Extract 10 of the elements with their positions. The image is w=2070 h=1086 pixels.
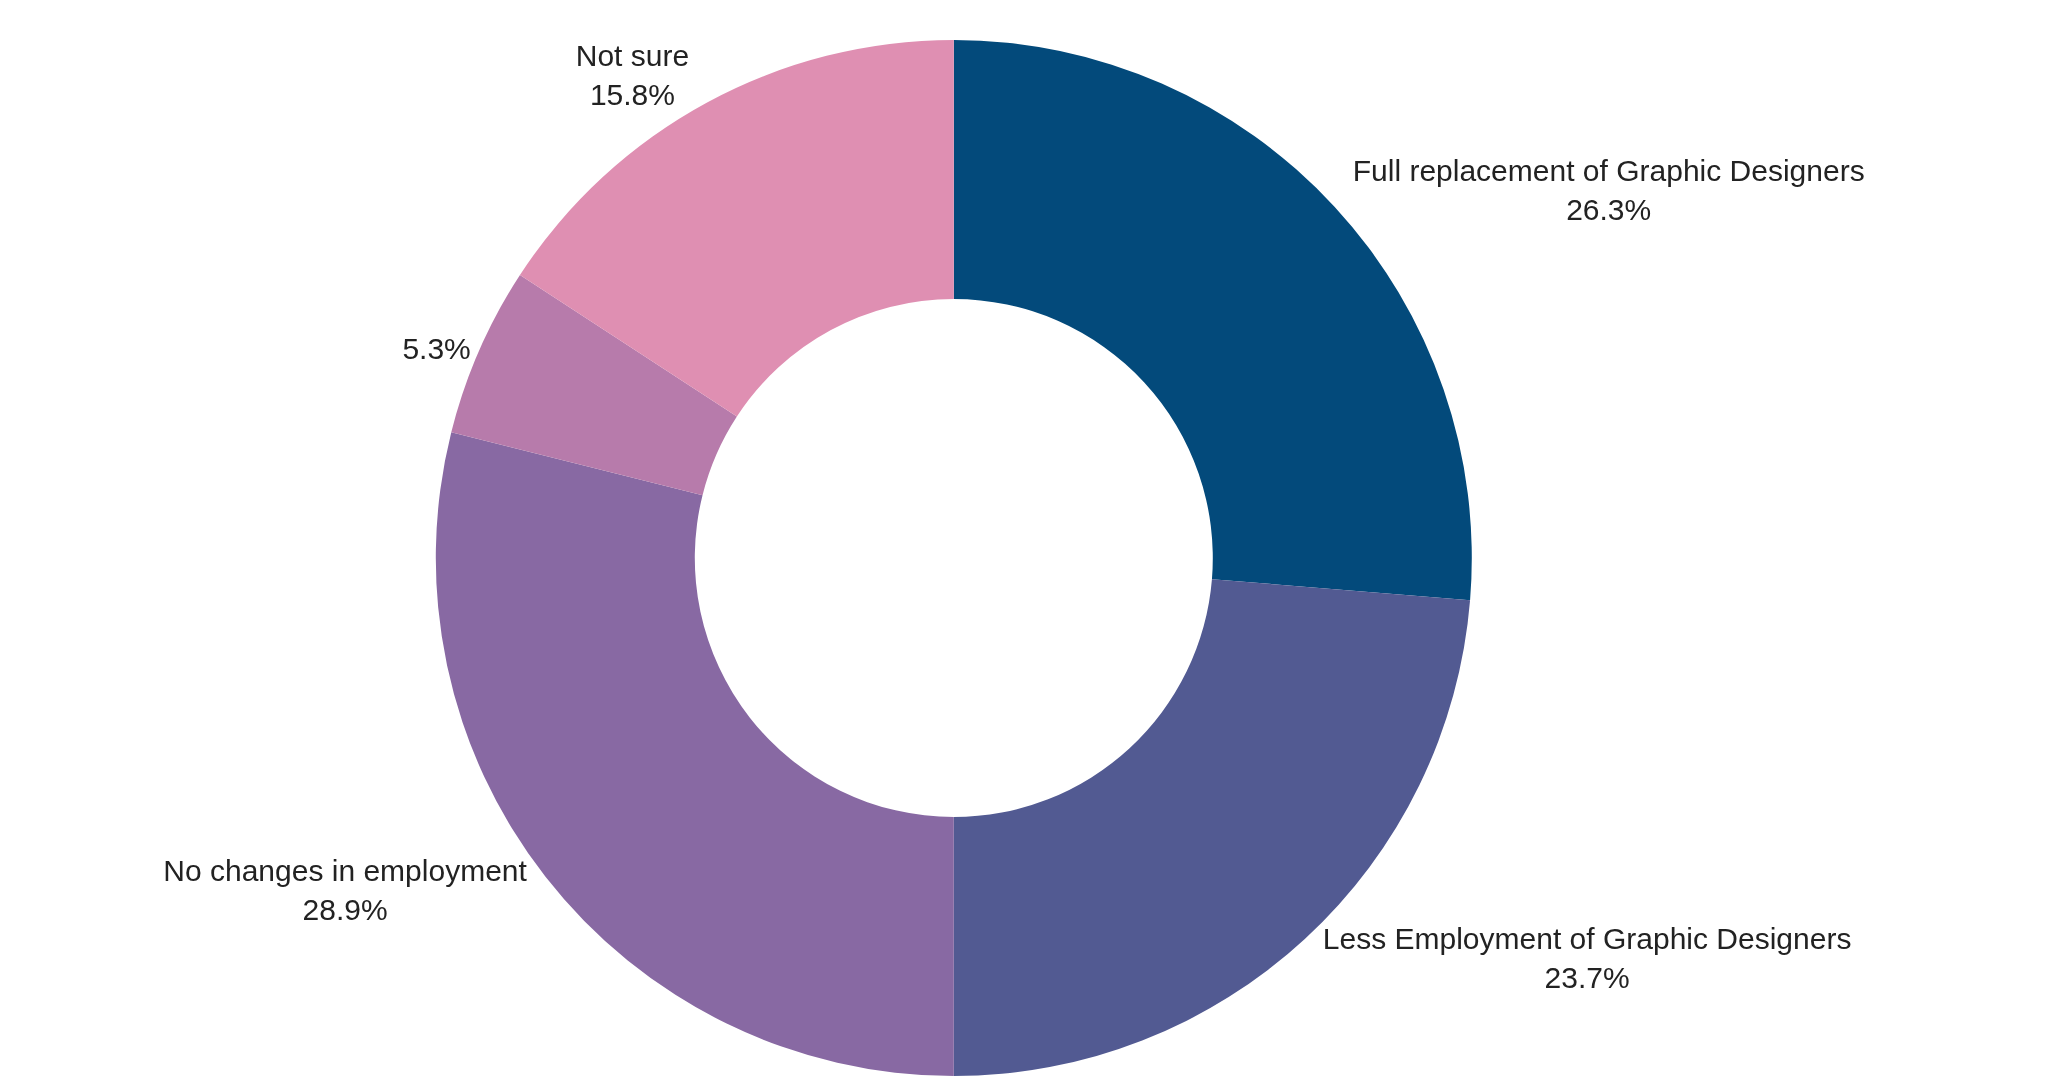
- slice-label: Not sure: [575, 38, 690, 72]
- data-label: 26.3%: [1566, 193, 1652, 227]
- data-label: 15.8%: [589, 77, 675, 111]
- slice-label: Full replacement of Graphic Designers: [1352, 154, 1865, 188]
- data-label: 28.9%: [302, 893, 388, 927]
- slice-label: Less Employment of Graphic Designers: [1322, 922, 1852, 956]
- donut-slice: [519, 40, 954, 417]
- data-label: 23.7%: [1544, 961, 1630, 995]
- slice-label: No changes in employment: [163, 854, 528, 888]
- data-label: 5.3%: [402, 331, 471, 365]
